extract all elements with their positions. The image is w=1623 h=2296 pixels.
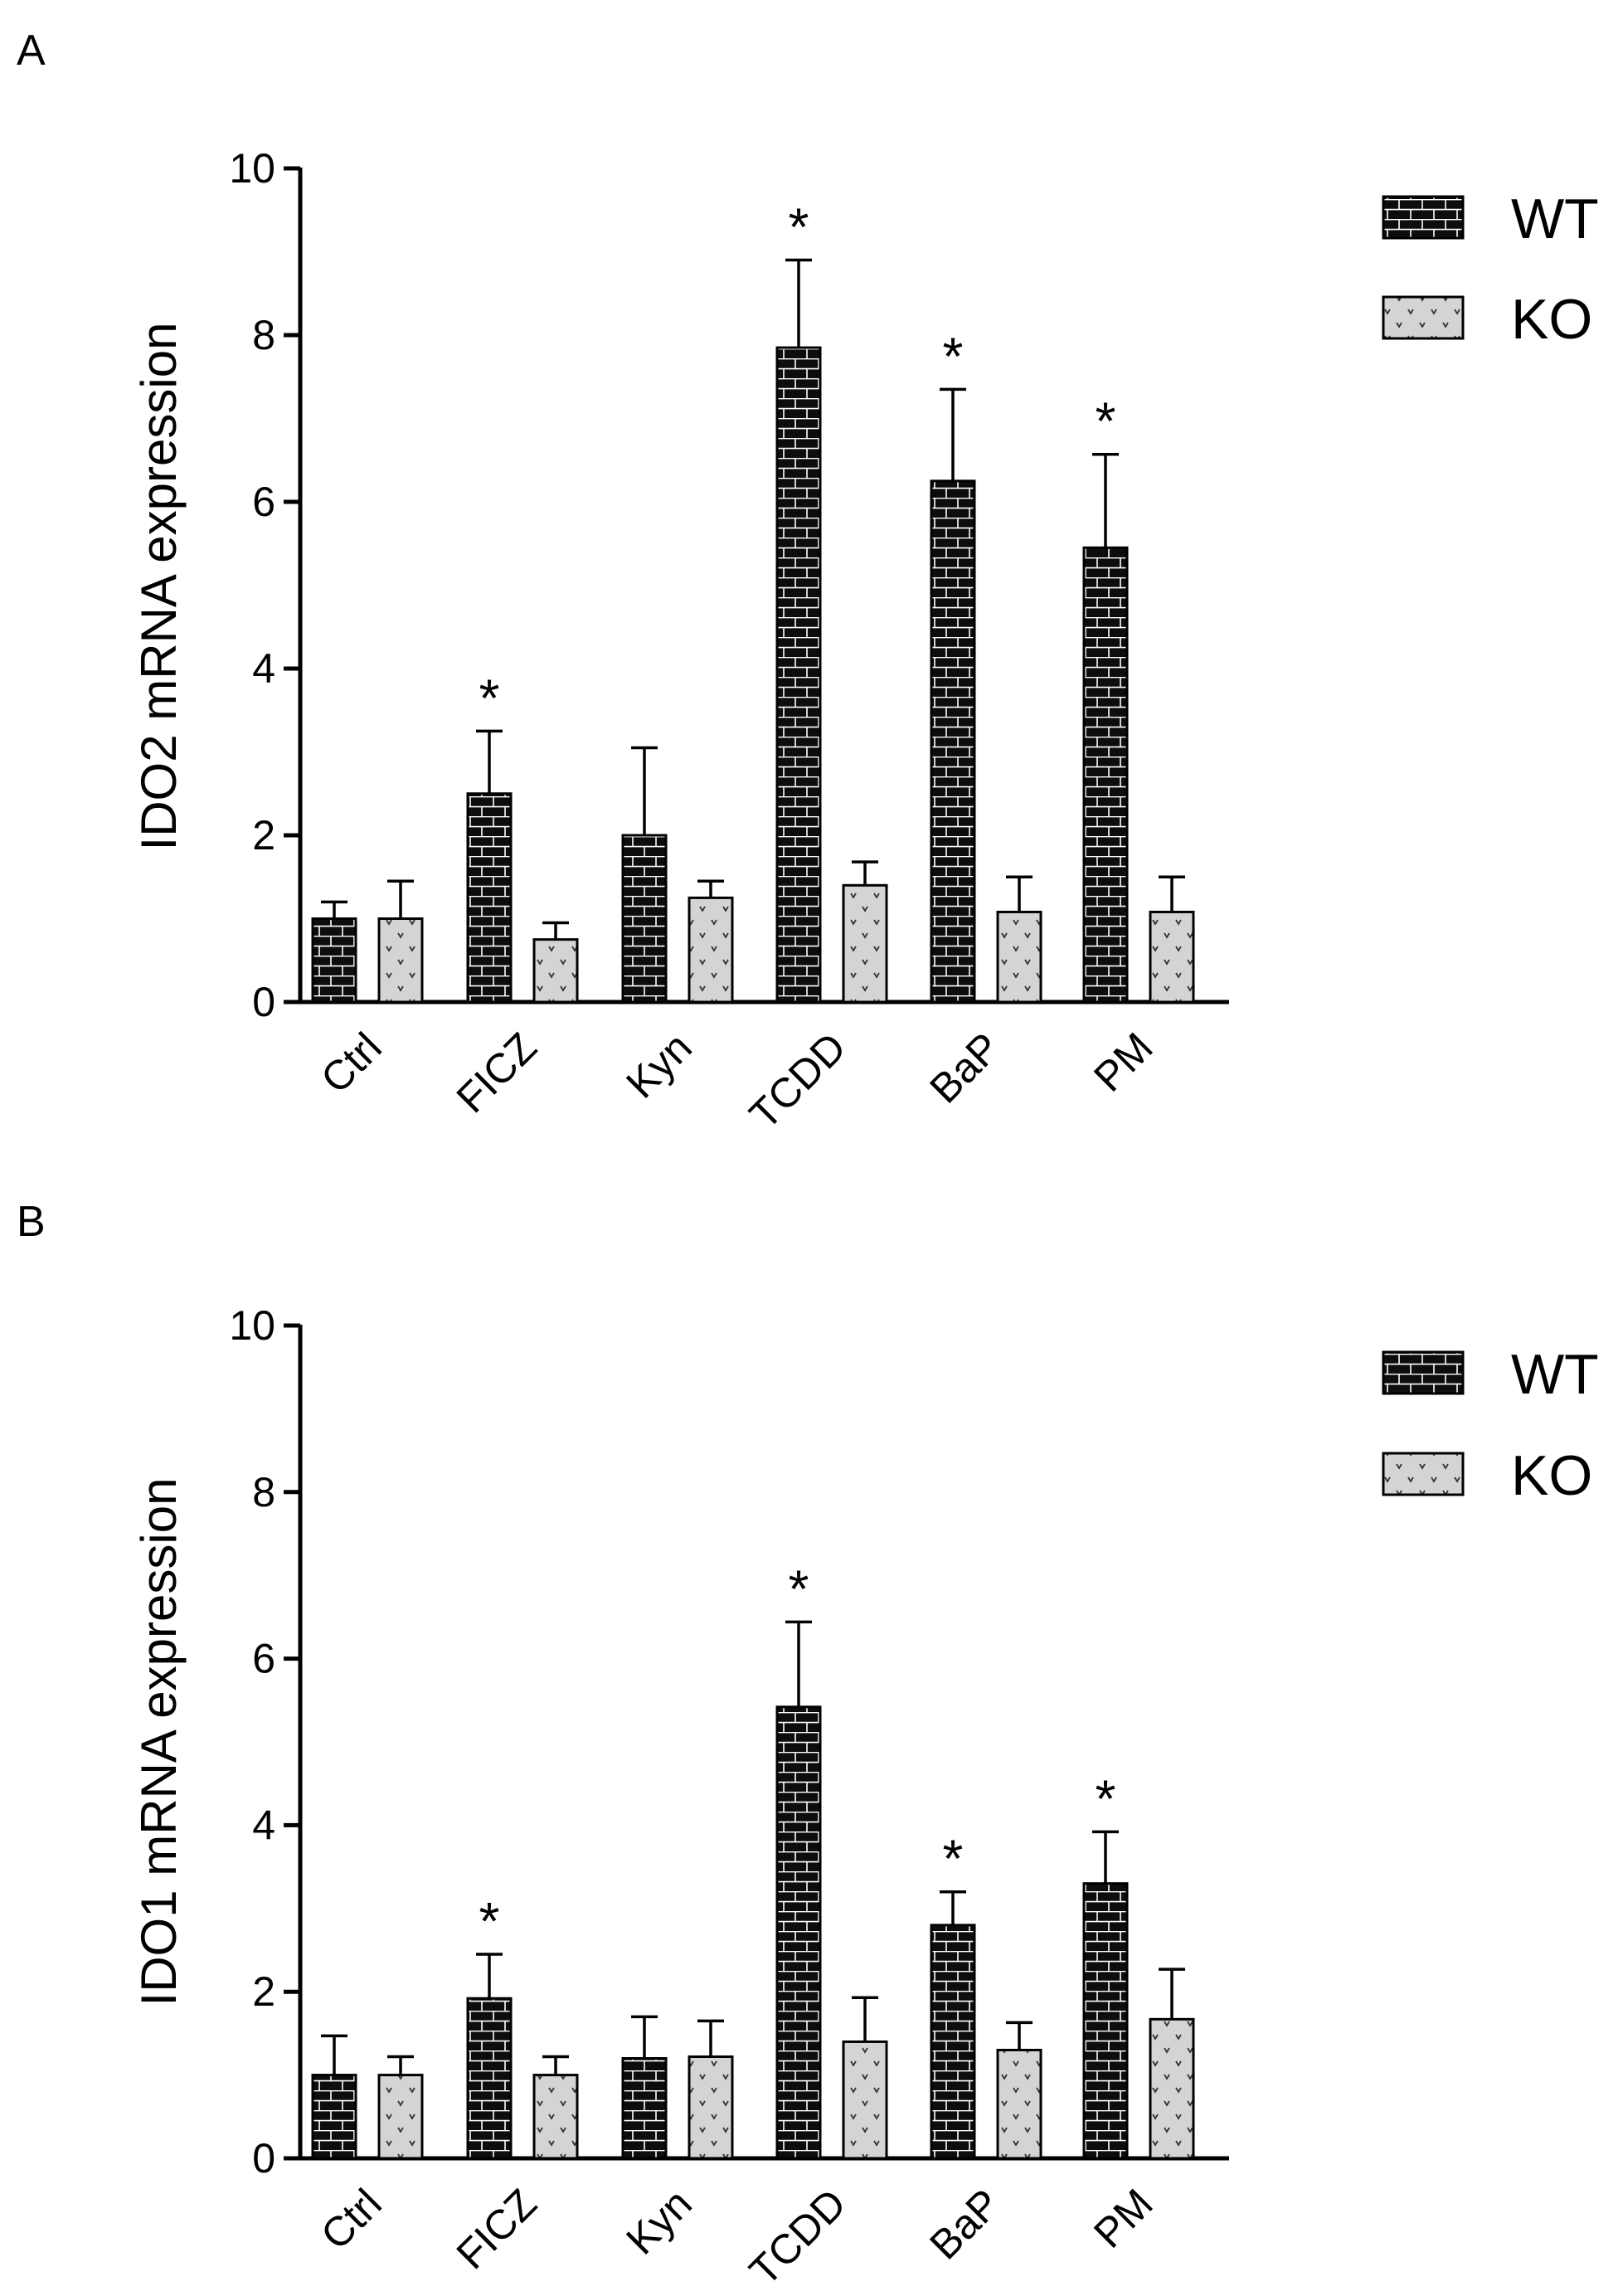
panel-letter-a: A	[17, 27, 46, 75]
significance-star: *	[789, 1559, 809, 1618]
bar-ko-kyn	[688, 896, 734, 1004]
y-tick-label: 10	[229, 1302, 275, 1349]
bar-wt-ctrl	[311, 2074, 357, 2160]
bar-ko-bap	[996, 910, 1042, 1004]
bar-wt-tcdd	[775, 346, 822, 1004]
x-tick-label: TCDD	[741, 1024, 855, 1138]
significance-star: *	[943, 1829, 964, 1889]
bar-ko-ctrl	[377, 2074, 424, 2160]
legend-swatch-wt	[1382, 195, 1465, 240]
bar-ko-ficz	[532, 938, 579, 1004]
bar-ko-tcdd	[842, 883, 888, 1004]
y-tick-label: 6	[252, 1636, 275, 1682]
x-tick-label: BaP	[921, 2180, 1008, 2268]
x-tick-label: Kyn	[617, 1024, 701, 1107]
y-axis-title: IDO2 mRNA expression	[131, 323, 187, 851]
bar-wt-bap	[930, 479, 976, 1004]
x-tick-label: Ctrl	[312, 1024, 391, 1102]
bar-ko-bap	[996, 2048, 1042, 2160]
y-tick-label: 2	[252, 1968, 275, 2015]
legend: WT KO	[1382, 1343, 1599, 1507]
bar-ko-pm	[1149, 2017, 1195, 2160]
bar-wt-ficz	[466, 792, 513, 1004]
legend-label-wt: WT	[1511, 187, 1599, 251]
x-tick-label: PM	[1085, 1024, 1162, 1101]
bar-wt-kyn	[621, 2057, 668, 2160]
x-tick-label: Kyn	[617, 2180, 701, 2264]
bar-ko-pm	[1149, 910, 1195, 1004]
y-tick-label: 8	[252, 312, 275, 358]
x-tick-label: FICZ	[448, 1024, 546, 1121]
significance-star: *	[1096, 1768, 1116, 1828]
significance-star: *	[479, 668, 500, 727]
x-tick-label: FICZ	[448, 2180, 546, 2278]
legend-swatch-ko	[1382, 1452, 1465, 1496]
x-tick-label: TCDD	[741, 2180, 855, 2294]
bar-wt-kyn	[621, 834, 668, 1004]
bar-ko-ficz	[532, 2074, 579, 2160]
y-tick-label: 0	[252, 979, 275, 1025]
significance-star: *	[1096, 392, 1116, 451]
y-tick-label: 10	[229, 145, 275, 192]
bar-wt-ficz	[466, 1997, 513, 2160]
legend-label-ko: KO	[1511, 288, 1592, 351]
y-tick-label: 4	[252, 645, 275, 692]
bar-wt-pm	[1082, 1882, 1129, 2160]
y-axis-title: IDO1 mRNA expression	[131, 1478, 187, 2007]
bar-wt-ctrl	[311, 917, 357, 1004]
bar-ko-tcdd	[842, 2040, 888, 2160]
bar-ko-kyn	[688, 2055, 734, 2160]
y-tick-label: 0	[252, 2135, 275, 2182]
significance-star: *	[479, 1891, 500, 1951]
legend-label-wt: WT	[1511, 1343, 1599, 1406]
bar-wt-bap	[930, 1924, 976, 2160]
legend-label-ko: KO	[1511, 1444, 1592, 1507]
x-tick-label: BaP	[921, 1024, 1008, 1112]
y-tick-label: 4	[252, 1802, 275, 1848]
chart-panel-a: IDO2 mRNA expression WT KO 0 2 4 6 8 10 Ctrl * F…	[131, 145, 1599, 1138]
legend-swatch-wt	[1382, 1350, 1465, 1395]
x-tick-label: Ctrl	[312, 2180, 391, 2259]
legend: WT KO	[1382, 187, 1599, 351]
y-tick-label: 8	[252, 1469, 275, 1515]
bar-wt-tcdd	[775, 1705, 822, 2160]
significance-star: *	[789, 197, 809, 257]
y-tick-label: 2	[252, 812, 275, 859]
panel-letter-b: B	[17, 1198, 46, 1246]
y-tick-label: 6	[252, 479, 275, 525]
x-tick-label: PM	[1085, 2180, 1162, 2257]
legend-swatch-ko	[1382, 295, 1465, 340]
bar-wt-pm	[1082, 546, 1129, 1004]
bar-ko-ctrl	[377, 917, 424, 1004]
chart-panel-b: IDO1 mRNA expression WT KO 0 2 4 6 8 10 Ctrl * F…	[131, 1302, 1599, 2294]
significance-star: *	[943, 326, 964, 386]
